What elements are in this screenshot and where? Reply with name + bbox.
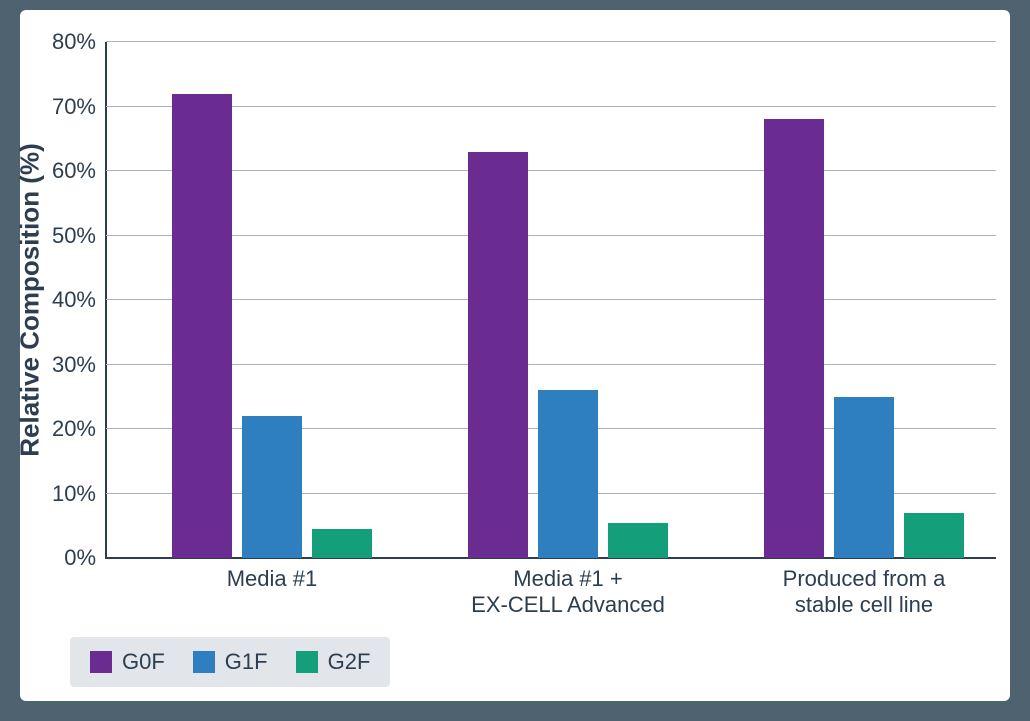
y-tick-label: 20% xyxy=(52,416,96,442)
gridline xyxy=(106,106,996,107)
y-axis-title: Relative Composition (%) xyxy=(15,143,46,456)
chart-container: Relative Composition (%) 0%10%20%30%40%5… xyxy=(0,0,1030,721)
bar-g1f xyxy=(242,416,302,558)
y-tick-label: 60% xyxy=(52,158,96,184)
gridline xyxy=(106,364,996,365)
y-tick-label: 50% xyxy=(52,223,96,249)
gridline xyxy=(106,170,996,171)
legend-label-g1f: G1F xyxy=(225,649,268,675)
legend-label-g2f: G2F xyxy=(328,649,371,675)
legend-label-g0f: G0F xyxy=(122,649,165,675)
bar-g1f xyxy=(834,397,894,558)
y-tick-label: 70% xyxy=(52,94,96,120)
y-axis-line xyxy=(105,42,107,559)
gridline xyxy=(106,235,996,236)
y-tick-label: 30% xyxy=(52,352,96,378)
y-tick-label: 40% xyxy=(52,287,96,313)
legend-swatch-g1f xyxy=(193,651,215,673)
plot-area: 0%10%20%30%40%50%60%70%80% xyxy=(106,42,996,558)
legend-item-g2f: G2F xyxy=(296,649,371,675)
bar-g2f xyxy=(904,513,964,558)
bar-g0f xyxy=(172,94,232,558)
legend-swatch-g2f xyxy=(296,651,318,673)
y-tick-label: 80% xyxy=(52,29,96,55)
bar-g2f xyxy=(312,529,372,558)
gridline xyxy=(106,299,996,300)
x-category-label: Media #1 xyxy=(124,566,420,592)
legend: G0F G1F G2F xyxy=(70,637,390,687)
y-tick-label: 0% xyxy=(64,545,96,571)
y-tick-label: 10% xyxy=(52,481,96,507)
bar-g0f xyxy=(764,119,824,558)
legend-item-g0f: G0F xyxy=(90,649,165,675)
bar-g2f xyxy=(608,523,668,558)
legend-item-g1f: G1F xyxy=(193,649,268,675)
gridline xyxy=(106,41,996,42)
x-category-label: Media #1 + EX-CELL Advanced xyxy=(420,566,716,619)
bar-g1f xyxy=(538,390,598,558)
bar-g0f xyxy=(468,152,528,558)
x-category-label: Produced from a stable cell line xyxy=(716,566,1012,619)
legend-swatch-g0f xyxy=(90,651,112,673)
